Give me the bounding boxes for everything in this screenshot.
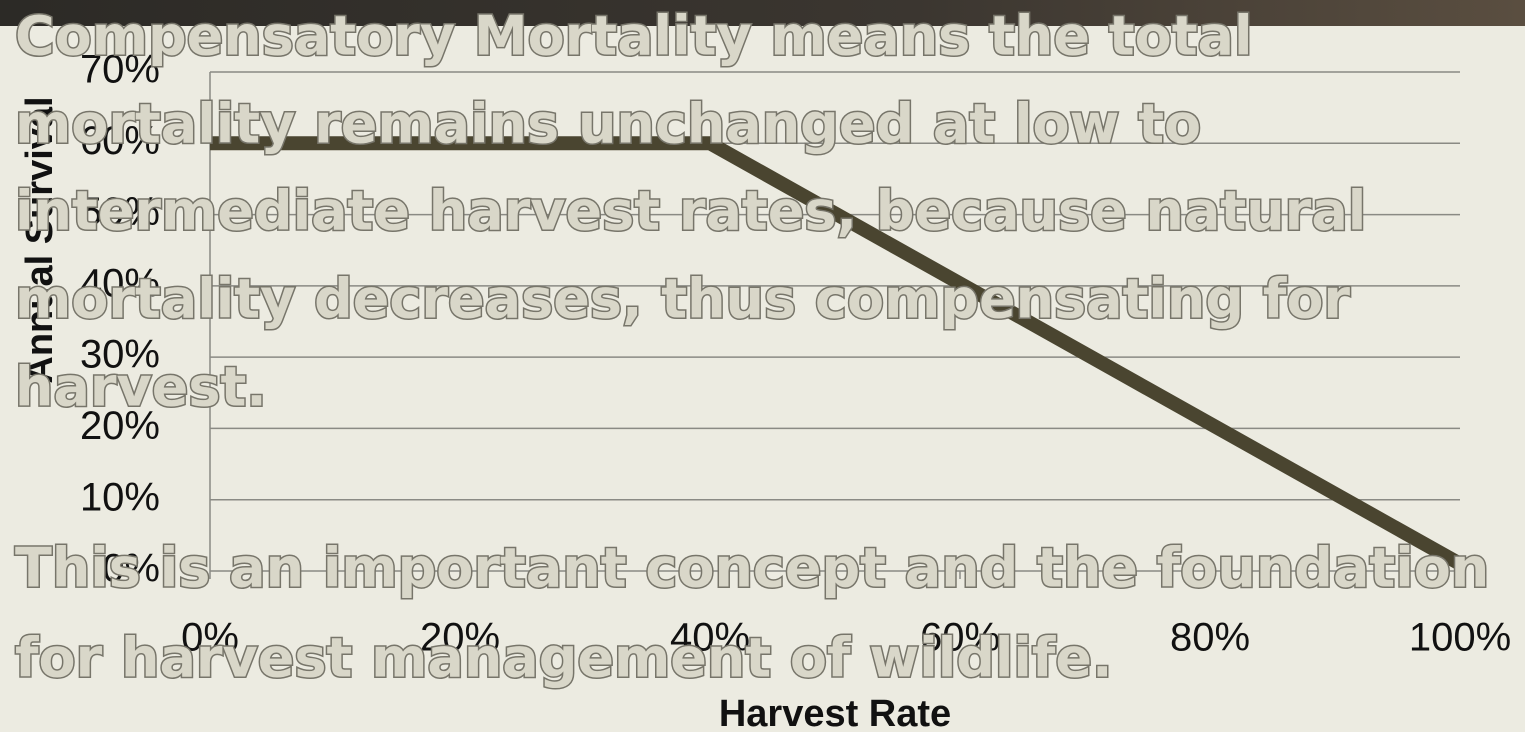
- data-line: [210, 136, 1464, 570]
- overlay-line: intermediate harvest rates, because natu…: [15, 180, 1366, 243]
- x-axis-title: Harvest Rate: [719, 693, 951, 732]
- y-tick-label: 40%: [80, 261, 160, 305]
- x-tick-label: 60%: [920, 616, 1000, 660]
- overlay-line: mortality decreases, thus compensating f…: [15, 268, 1350, 331]
- y-axis-title: Annual Survival: [19, 96, 61, 383]
- overlay-text: Compensatory Mortality means the total mo…: [14, 3, 1491, 691]
- x-tick-label: 0%: [181, 616, 239, 660]
- y-tick-label: 0%: [102, 547, 160, 591]
- overlay-line: for harvest management of wildlife.: [15, 627, 1113, 690]
- overlay-line: This is an important concept and the fou…: [15, 537, 1489, 600]
- overlay-line: Compensatory Mortality means the total: [15, 5, 1252, 68]
- chart: 0% 10% 20% 30% 40% 50% 60% 70% 0% 20% 40% 60% 80% 100…: [80, 48, 1511, 660]
- y-tick-label: 10%: [80, 475, 160, 519]
- y-tick-label: 60%: [80, 119, 160, 163]
- header-band: [0, 0, 1525, 26]
- x-tick-label: 20%: [420, 616, 500, 660]
- y-tick-label: 20%: [80, 404, 160, 448]
- overlay-line: mortality remains unchanged at low to: [15, 93, 1201, 156]
- y-tick-label: 70%: [80, 48, 160, 92]
- x-tick-label: 40%: [670, 616, 750, 660]
- x-tick-label: 80%: [1170, 616, 1250, 660]
- y-tick-label: 30%: [80, 333, 160, 377]
- overlay-line: harvest.: [15, 356, 267, 419]
- x-tick-label: 100%: [1409, 616, 1511, 660]
- y-tick-label: 50%: [80, 190, 160, 234]
